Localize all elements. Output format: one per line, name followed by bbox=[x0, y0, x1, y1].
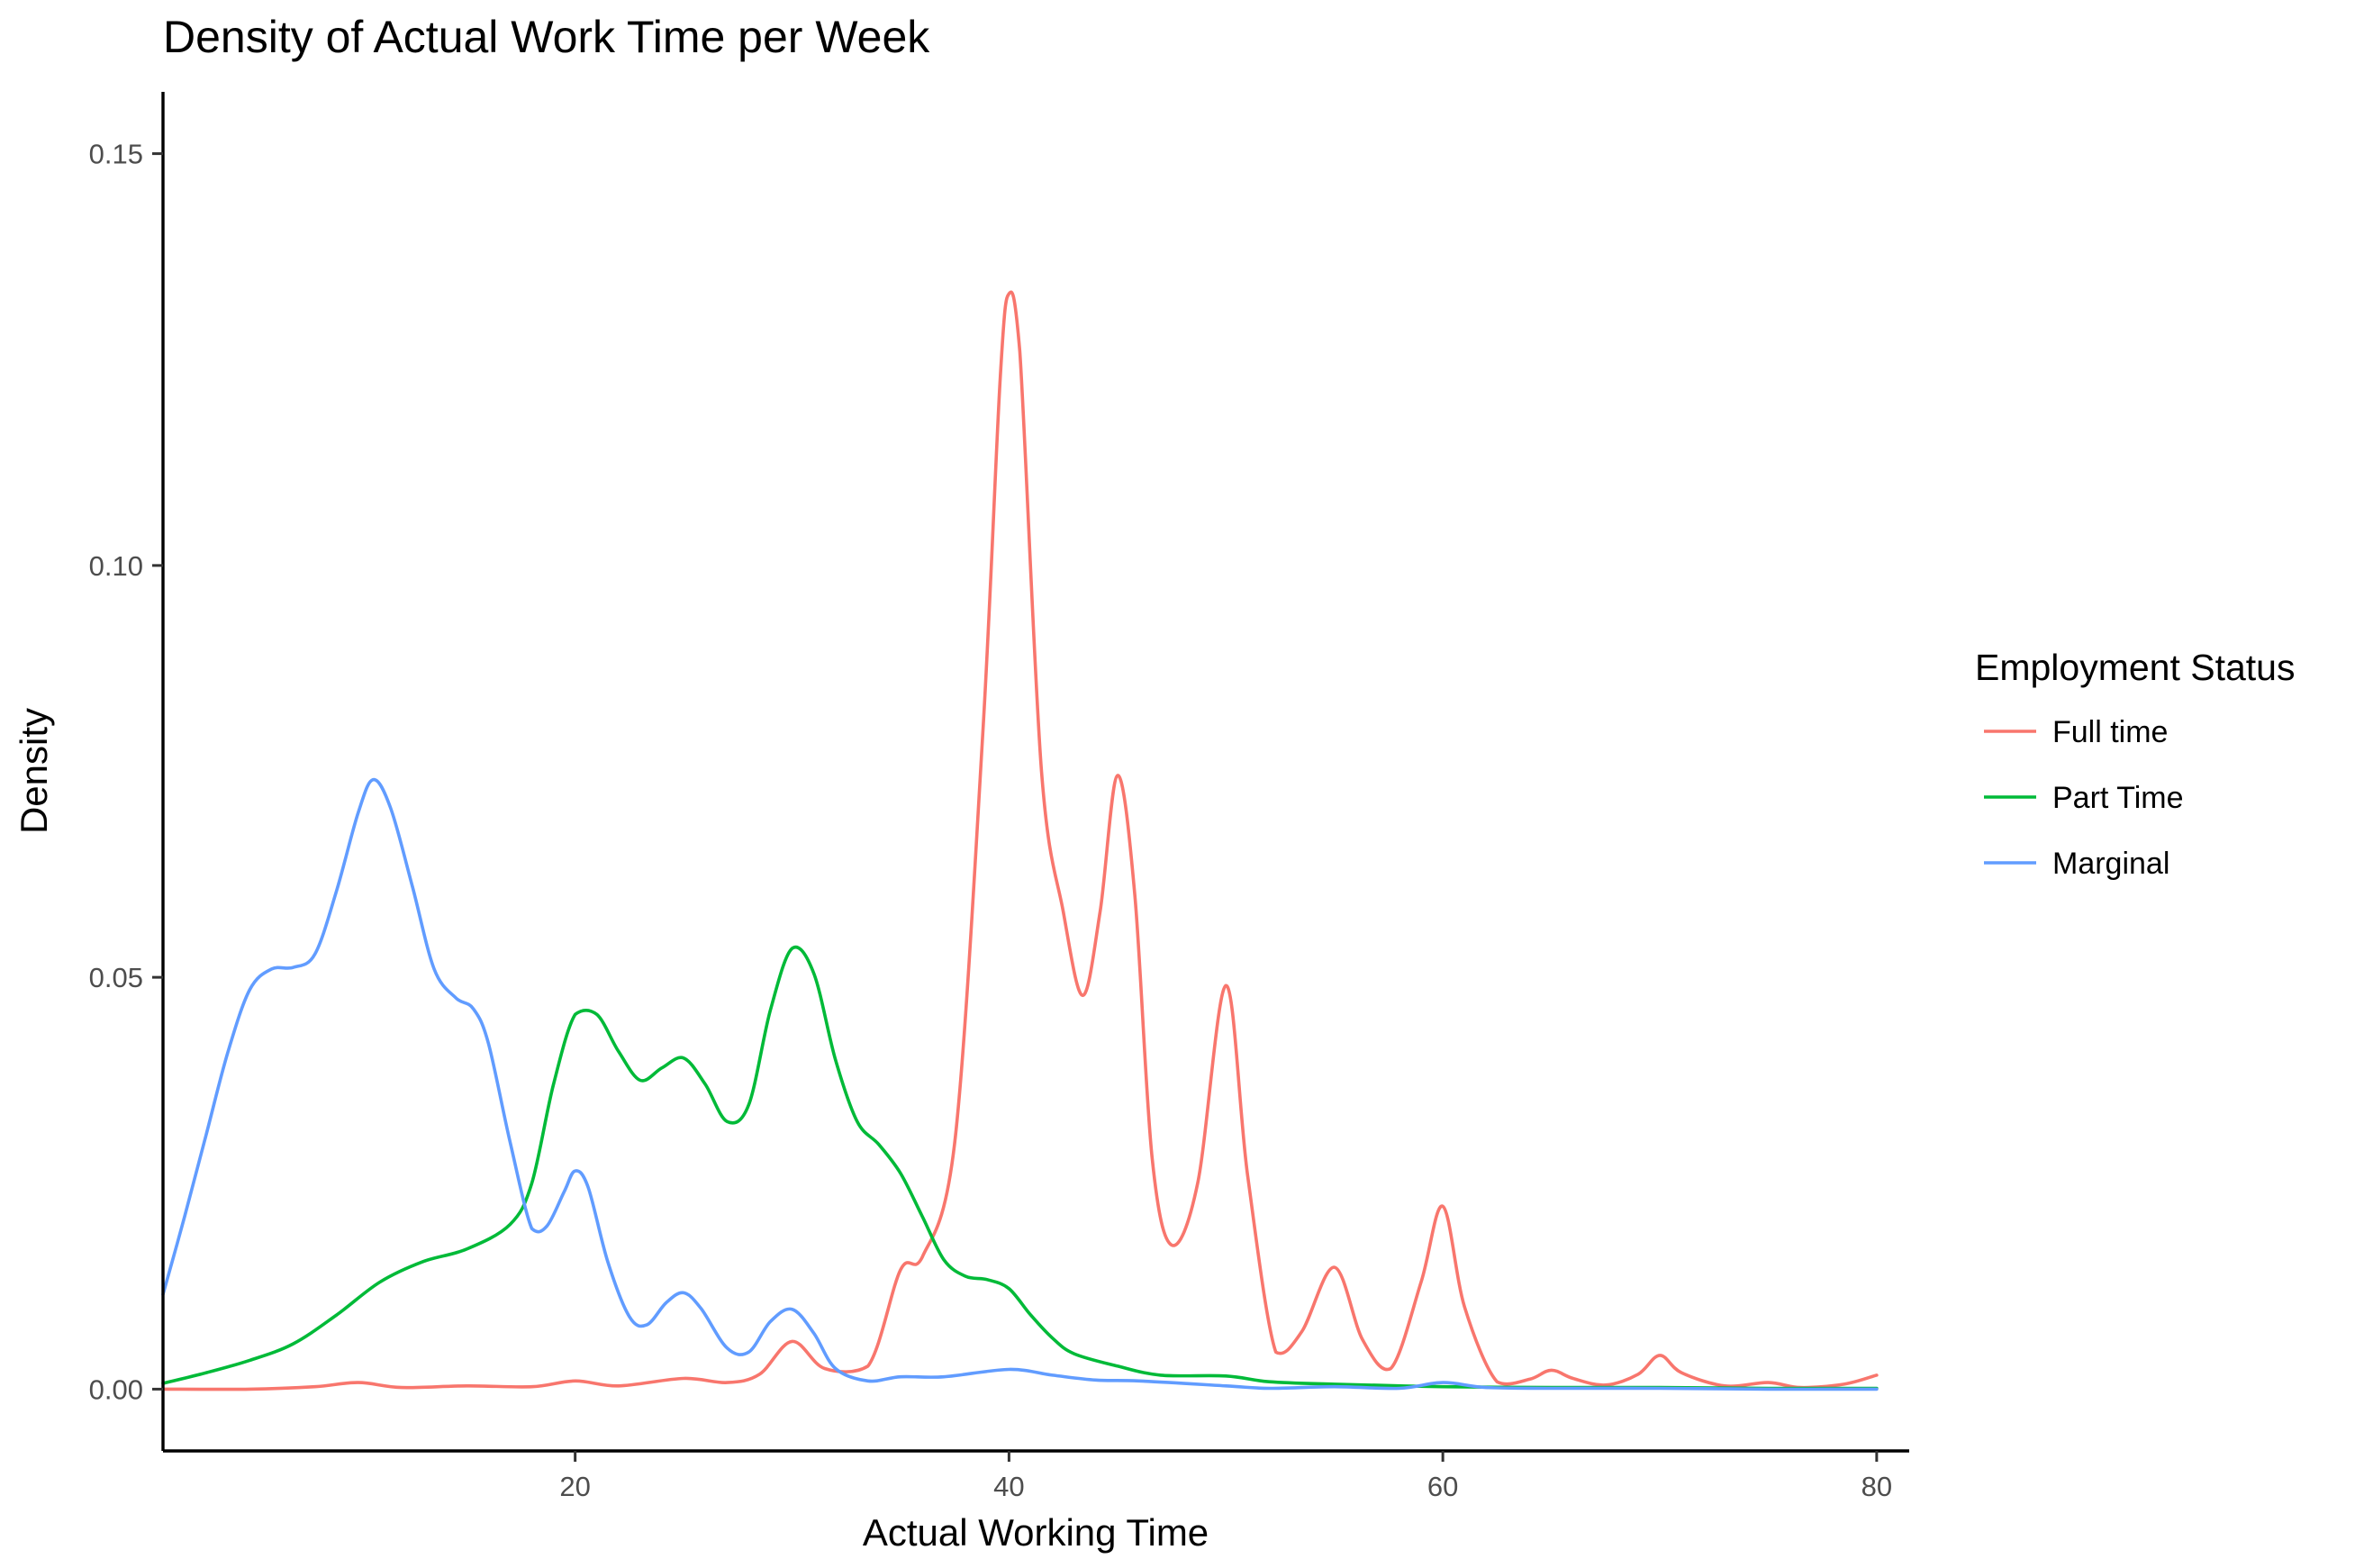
chart-title: Density of Actual Work Time per Week bbox=[163, 12, 930, 62]
y-tick-label: 0.10 bbox=[89, 550, 143, 582]
legend-title: Employment Status bbox=[1975, 647, 2296, 688]
y-tick-label: 0.00 bbox=[89, 1373, 143, 1405]
x-tick-label: 80 bbox=[1861, 1471, 1892, 1502]
series-line-marginal bbox=[161, 777, 1879, 1391]
legend-label-part-time: Part Time bbox=[2052, 781, 2183, 815]
series-line-part-time bbox=[161, 945, 1879, 1391]
legend-label-full-time: Full time bbox=[2052, 715, 2168, 749]
y-axis-title: Density bbox=[13, 708, 55, 834]
x-axis-title: Actual Working Time bbox=[863, 1511, 1209, 1554]
x-axis-ticks: 20 40 60 80 bbox=[559, 1451, 1892, 1502]
x-tick-label: 40 bbox=[993, 1471, 1024, 1502]
series-line-full-time bbox=[161, 290, 1879, 1391]
x-tick-label: 60 bbox=[1427, 1471, 1458, 1502]
legend-label-marginal: Marginal bbox=[2052, 847, 2169, 881]
y-axis-ticks: 0.00 0.05 0.10 0.15 bbox=[89, 139, 163, 1405]
y-tick-label: 0.05 bbox=[89, 962, 143, 993]
legend: Employment Status Full time Part Time Marg… bbox=[1975, 647, 2296, 881]
legend-items: Full time Part Time Marginal bbox=[1984, 715, 2183, 881]
y-tick-label: 0.15 bbox=[89, 139, 143, 170]
x-tick-label: 20 bbox=[559, 1471, 590, 1502]
plot-area bbox=[161, 290, 1879, 1391]
